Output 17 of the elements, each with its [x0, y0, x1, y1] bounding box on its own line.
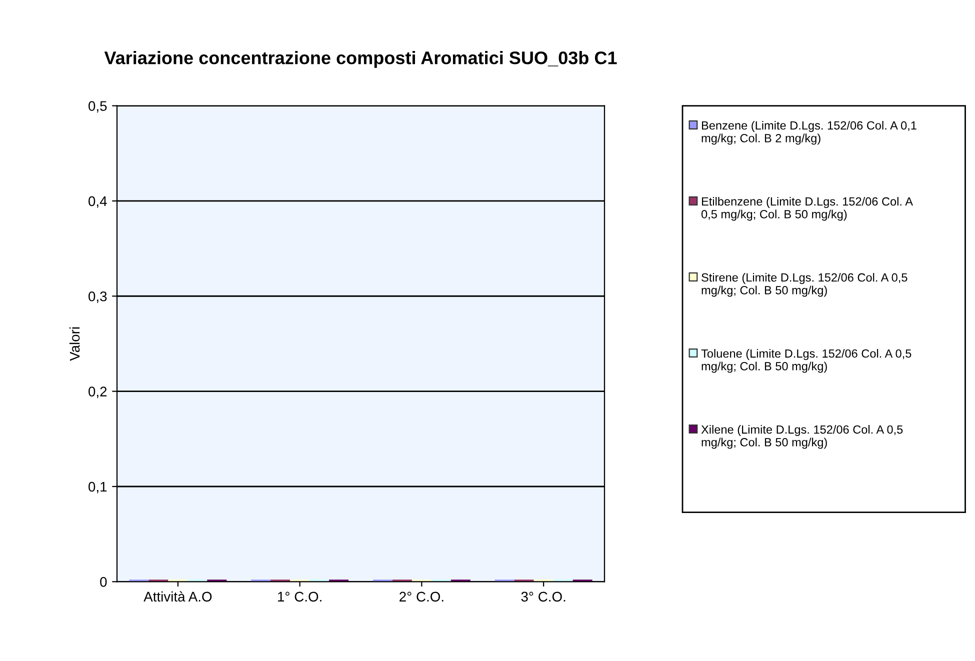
y-tick-label: 0,3	[88, 291, 107, 303]
y-tick-label: 0,1	[88, 482, 107, 494]
legend-label: Stirene (Limite D.Lgs. 152/06 Col. A 0,5 mg/kg; Col. B 50 mg/kg)	[702, 272, 908, 297]
y-tick-label: 0,5	[88, 101, 107, 113]
legend-label: Toluene (Limite D.Lgs. 152/06 Col. A 0,5 mg/kg; Col. B 50 mg/kg)	[701, 349, 912, 373]
legend-label: Benzene (Limite D.Lgs. 152/06 Col. A 0,1 mg/kg; Col. B 2 mg/kg)	[702, 120, 916, 145]
x-tick-label: Attività A.O	[144, 591, 212, 602]
legend-label: Xilene (Limite D.Lgs. 152/06 Col. A 0,5 mg/kg; Col. B 50 mg/kg)	[701, 425, 903, 449]
x-tick-label: 2° C.O.	[400, 592, 444, 602]
x-tick-label: 1° C.O.	[278, 592, 322, 602]
y-tick-label: 0,2	[88, 386, 107, 398]
y-axis-title: Valori	[69, 327, 80, 361]
y-tick-label: 0	[100, 577, 107, 587]
legend-label: Etilbenzene (Limite D.Lgs. 152/06 Col. A 0,5 mg/kg; Col. B 50 mg/kg)	[701, 196, 913, 221]
y-tick-label: 0,4	[88, 196, 107, 208]
x-tick-label: 3° C.O.	[521, 592, 566, 602]
chart-title: Variazione concentrazione composti Aromatici SUO_03b C1	[104, 51, 617, 68]
